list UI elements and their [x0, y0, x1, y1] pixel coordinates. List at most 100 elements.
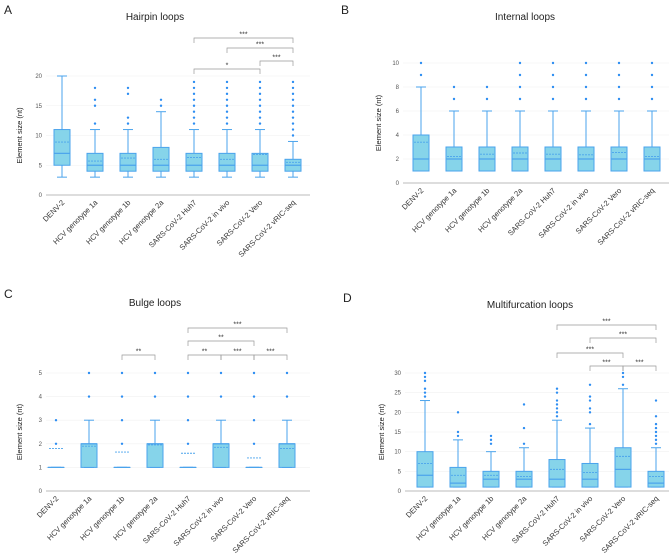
y-tick-label: 10: [35, 134, 42, 140]
outlier-point: [126, 92, 130, 96]
outlier-point: [617, 61, 621, 65]
outlier-point: [159, 104, 163, 107]
outlier-point: [654, 438, 658, 442]
outlier-point: [522, 442, 526, 445]
box-7: [278, 371, 296, 468]
y-tick-label: 15: [35, 104, 42, 110]
y-axis-label: Element size (nt): [377, 403, 386, 460]
significance-label: ***: [602, 360, 610, 367]
box-3: [152, 98, 170, 178]
outlier-point: [654, 415, 658, 418]
outlier-point: [120, 442, 124, 445]
outlier-point: [54, 419, 58, 422]
box-0: [47, 419, 65, 468]
outlier-point: [555, 387, 559, 390]
box-2: [482, 434, 500, 488]
x-tick-label: SARS-CoV-2 vRIC-seq: [237, 198, 298, 259]
outlier-point: [650, 85, 654, 89]
box-4: [179, 371, 197, 468]
outlier-point: [555, 391, 559, 394]
outlier-point: [291, 128, 295, 131]
box-3: [146, 371, 164, 468]
outlier-point: [489, 442, 493, 445]
outlier-point: [258, 92, 262, 96]
outlier-point: [522, 403, 526, 406]
outlier-point: [654, 430, 658, 434]
outlier-point: [258, 116, 262, 119]
outlier-point: [419, 73, 423, 77]
outlier-point: [621, 375, 625, 379]
outlier-point: [650, 97, 654, 101]
outlier-point: [186, 371, 190, 375]
box-7: [643, 61, 661, 172]
outlier-point: [285, 371, 289, 375]
significance-bracket: [622, 365, 657, 371]
y-tick-label: 8: [396, 85, 400, 91]
outlier-point: [285, 395, 289, 398]
iqr-box: [185, 152, 203, 172]
outlier-point: [159, 98, 163, 102]
outlier-point: [551, 85, 555, 89]
y-tick-label: 0: [39, 193, 43, 199]
iqr-box: [53, 129, 71, 166]
outlier-point: [252, 395, 256, 398]
y-tick-label: 25: [394, 391, 401, 397]
outlier-point: [551, 97, 555, 101]
outlier-point: [551, 73, 555, 77]
y-tick-label: 10: [392, 61, 399, 67]
outlier-point: [456, 430, 460, 434]
box-2: [119, 86, 137, 178]
outlier-point: [291, 98, 295, 102]
outlier-point: [291, 80, 295, 84]
box-0: [53, 75, 71, 178]
significance-label: *: [226, 63, 229, 70]
panel-B: B Internal loops Element size (nt) 0 2 4 6 8 10 D…: [341, 3, 669, 247]
significance-label: ***: [619, 332, 627, 339]
box-4: [185, 80, 203, 178]
outlier-point: [291, 122, 295, 125]
box-6: [251, 80, 269, 178]
outlier-point: [192, 98, 196, 102]
outlier-point: [258, 122, 262, 125]
outlier-point: [291, 86, 295, 90]
outlier-point: [225, 122, 229, 125]
outlier-point: [650, 61, 654, 65]
box-3: [515, 403, 533, 488]
outlier-point: [54, 442, 58, 445]
iqr-box: [647, 470, 665, 488]
significance-bracket: [187, 327, 288, 333]
outlier-point: [93, 86, 97, 90]
significance-label: ***: [239, 32, 247, 39]
outlier-point: [522, 426, 526, 430]
outlier-point: [621, 383, 625, 386]
box-2: [478, 85, 496, 172]
box-7: [284, 80, 302, 178]
panel-label: C: [4, 287, 13, 301]
significance-label: ***: [586, 347, 594, 354]
box-1: [449, 411, 467, 488]
outlier-point: [423, 371, 427, 375]
outlier-point: [588, 422, 592, 426]
significance-bracket: [121, 354, 156, 360]
outlier-point: [192, 80, 196, 84]
box-6: [245, 371, 263, 468]
y-tick-label: 20: [394, 410, 401, 416]
box-4: [548, 387, 566, 488]
y-tick-label: 10: [394, 450, 401, 456]
outlier-point: [192, 122, 196, 125]
panel-label: A: [4, 3, 12, 17]
outlier-point: [489, 434, 493, 438]
box-6: [614, 371, 632, 488]
iqr-box: [449, 466, 467, 488]
box-3: [511, 61, 529, 172]
y-axis-label: Element size (nt): [374, 94, 383, 151]
outlier-point: [588, 383, 592, 386]
outlier-point: [588, 395, 592, 398]
outlier-point: [192, 104, 196, 107]
outlier-point: [219, 395, 223, 398]
box-2: [113, 371, 131, 468]
significance-bracket: [556, 324, 657, 330]
chart-title: Hairpin loops: [126, 12, 184, 23]
box-5: [581, 383, 599, 488]
